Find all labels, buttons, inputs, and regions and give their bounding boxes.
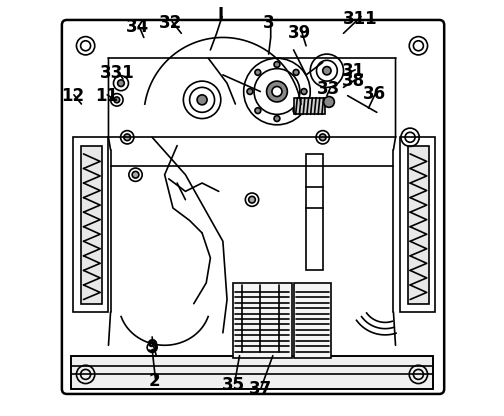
Bar	[71, 356, 433, 389]
Bar	[306, 154, 323, 270]
Circle shape	[272, 87, 282, 97]
Circle shape	[255, 108, 261, 114]
Text: I: I	[218, 5, 224, 24]
Circle shape	[248, 196, 256, 203]
Text: 38: 38	[342, 72, 365, 90]
Circle shape	[247, 89, 253, 94]
Text: 36: 36	[363, 84, 386, 103]
Bar	[71, 356, 433, 389]
Bar	[294, 98, 325, 114]
Circle shape	[293, 108, 299, 114]
Circle shape	[117, 80, 124, 87]
Text: 32: 32	[159, 14, 182, 32]
Text: 39: 39	[288, 24, 311, 42]
Text: 331: 331	[99, 64, 134, 82]
Bar	[400, 137, 435, 312]
Text: 35: 35	[222, 376, 245, 394]
Bar	[82, 146, 102, 304]
Circle shape	[255, 69, 261, 75]
Bar	[408, 146, 429, 304]
Text: 2: 2	[148, 371, 160, 390]
Text: 31: 31	[342, 62, 365, 80]
Bar	[73, 137, 108, 312]
Text: 12: 12	[61, 87, 85, 105]
Text: 311: 311	[343, 10, 377, 28]
Text: 3: 3	[263, 14, 275, 32]
Circle shape	[124, 134, 131, 141]
Circle shape	[274, 62, 280, 67]
Circle shape	[293, 69, 299, 75]
Circle shape	[301, 89, 307, 94]
Text: 37: 37	[248, 380, 272, 398]
Text: 34: 34	[126, 18, 149, 36]
Text: 11: 11	[95, 87, 118, 105]
Text: 33: 33	[318, 80, 341, 99]
Circle shape	[267, 81, 287, 102]
Circle shape	[320, 134, 326, 141]
Circle shape	[323, 67, 331, 75]
Bar	[294, 283, 331, 358]
Circle shape	[132, 171, 139, 178]
Circle shape	[324, 97, 334, 107]
Text: 9: 9	[146, 338, 158, 357]
Circle shape	[197, 95, 207, 105]
Circle shape	[274, 116, 280, 121]
Bar	[233, 283, 291, 358]
Circle shape	[114, 97, 120, 103]
